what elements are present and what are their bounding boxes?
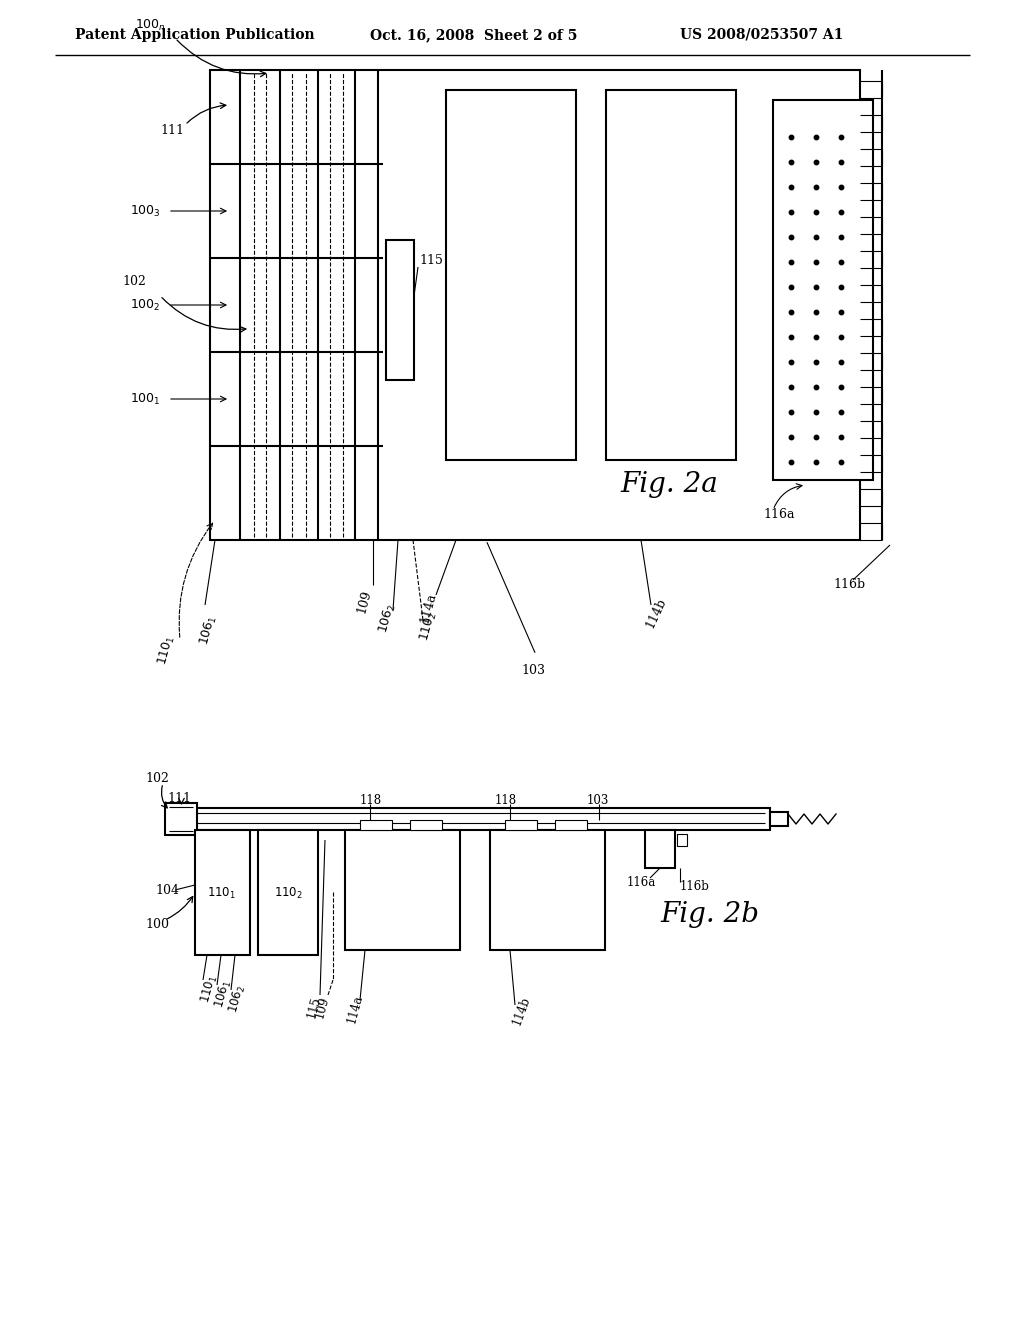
Bar	[195, 830, 250, 954]
Text: Fig. 2a: Fig. 2a	[620, 471, 718, 499]
Text: 114a: 114a	[418, 591, 438, 624]
Text: $100_3$: $100_3$	[130, 203, 161, 219]
Text: 114a: 114a	[345, 994, 366, 1026]
Bar	[770, 812, 788, 826]
Text: $106_1$: $106_1$	[212, 978, 234, 1010]
Text: $100_1$: $100_1$	[130, 392, 161, 407]
Bar	[165, 803, 197, 836]
Text: 102: 102	[122, 275, 145, 288]
Text: Fig. 2b: Fig. 2b	[660, 902, 759, 928]
Text: 109: 109	[355, 589, 374, 615]
Text: 116a: 116a	[627, 876, 656, 890]
Bar	[410, 820, 442, 830]
Text: 118: 118	[360, 793, 382, 807]
Text: US 2008/0253507 A1: US 2008/0253507 A1	[680, 28, 844, 42]
Bar	[345, 830, 460, 950]
Text: 116a: 116a	[763, 508, 795, 521]
Text: $106_1$: $106_1$	[197, 614, 219, 647]
Text: 109: 109	[313, 995, 332, 1020]
Bar	[446, 90, 575, 459]
Text: $106_2$: $106_2$	[376, 602, 398, 635]
Bar	[645, 830, 675, 869]
Text: $110_1$: $110_1$	[155, 634, 177, 667]
Text: 100: 100	[145, 919, 169, 932]
Text: $106_2$: $106_2$	[226, 983, 248, 1015]
Text: 114b: 114b	[510, 994, 532, 1027]
Text: $110_2$: $110_2$	[273, 886, 302, 900]
Bar	[170, 808, 770, 830]
Text: 115: 115	[305, 995, 324, 1020]
Bar	[677, 834, 687, 846]
Bar	[360, 820, 392, 830]
Bar	[490, 830, 605, 950]
Bar	[386, 240, 414, 380]
Bar	[210, 70, 860, 540]
Bar	[555, 820, 587, 830]
Bar	[773, 100, 873, 480]
Text: 102: 102	[145, 771, 169, 784]
Text: Patent Application Publication: Patent Application Publication	[75, 28, 314, 42]
Text: 111: 111	[167, 792, 191, 804]
Text: 118: 118	[495, 793, 517, 807]
Text: 114b: 114b	[643, 595, 669, 630]
Bar	[606, 90, 736, 459]
Text: 111: 111	[160, 124, 184, 136]
Text: Oct. 16, 2008  Sheet 2 of 5: Oct. 16, 2008 Sheet 2 of 5	[370, 28, 578, 42]
Text: 115: 115	[419, 253, 442, 267]
Bar	[258, 830, 318, 954]
Bar	[505, 820, 537, 830]
Text: $100_2$: $100_2$	[130, 297, 161, 313]
Text: $110_1$: $110_1$	[198, 973, 220, 1005]
Text: $100_n$: $100_n$	[135, 17, 166, 33]
Text: $110_2$: $110_2$	[417, 610, 439, 643]
Text: 103: 103	[587, 793, 609, 807]
Text: 116b: 116b	[680, 879, 710, 892]
Text: 103: 103	[521, 664, 545, 676]
Text: 116b: 116b	[833, 578, 865, 591]
Text: 104: 104	[155, 883, 179, 896]
Text: $110_1$: $110_1$	[208, 886, 237, 900]
